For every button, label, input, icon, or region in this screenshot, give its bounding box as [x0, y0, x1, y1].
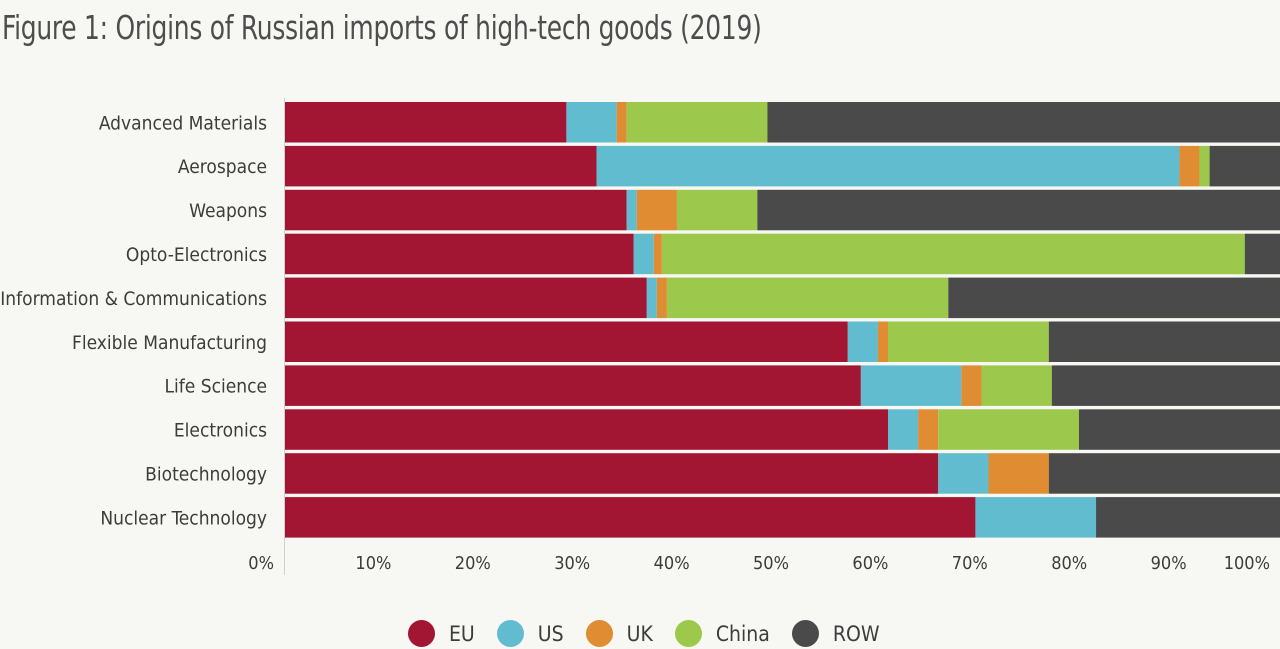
- bar-segment-us-4: [646, 277, 657, 319]
- bar-segment-uk-6: [961, 365, 982, 406]
- bar-segment-uk-5: [877, 321, 888, 362]
- legend-item-china: China: [674, 620, 770, 647]
- legend-swatch-china: [674, 620, 702, 647]
- x-tick-label: 90%: [1151, 553, 1187, 574]
- bar-segment-uk-8: [988, 453, 1049, 494]
- x-tick-label: 50%: [753, 553, 789, 574]
- bar-segment-row-4: [948, 277, 1280, 319]
- stacked-bar-chart: Advanced Materials Aerospace Weapons Opto-E…: [0, 98, 1280, 575]
- category-labels: Advanced Materials Aerospace Weapons Opto-E…: [0, 112, 267, 529]
- x-axis-ticks: 0% 10% 20% 30% 40% 50% 60% 70% 80% 90% 100%: [248, 553, 1270, 574]
- bar-segment-china-4: [666, 277, 949, 319]
- bar-segment-us-2: [626, 189, 637, 231]
- bar-segment-china-0: [626, 102, 768, 143]
- legend-label: US: [537, 621, 564, 646]
- legend-item-uk: UK: [585, 620, 653, 647]
- category-label: Opto-Electronics: [126, 244, 267, 266]
- bar-segment-us-8: [938, 453, 989, 494]
- bar-segment-china-5: [888, 321, 1049, 362]
- legend-label: China: [715, 621, 770, 646]
- bar-segment-us-0: [566, 102, 617, 143]
- bar-segment-eu-3: [285, 233, 634, 275]
- bar-segment-uk-2: [636, 189, 677, 231]
- bar-segment-row-8: [1048, 453, 1280, 494]
- bar-segment-uk-7: [918, 409, 939, 450]
- bar-segment-us-7: [888, 409, 919, 450]
- category-label: Advanced Materials: [99, 112, 267, 134]
- bar-segment-china-2: [676, 189, 758, 231]
- x-tick-label: 20%: [455, 553, 491, 574]
- legend: EU US UK China ROW: [408, 620, 902, 647]
- x-tick-label: 100%: [1224, 553, 1270, 574]
- bar-segment-us-6: [860, 365, 962, 406]
- bar-segment-row-3: [1244, 233, 1280, 275]
- bar-segment-china-3: [661, 233, 1245, 275]
- bar-segment-row-0: [767, 102, 1280, 143]
- bar-segment-eu-5: [285, 321, 848, 362]
- category-label: Aerospace: [178, 156, 267, 178]
- category-label: Nuclear Technology: [100, 507, 267, 529]
- category-label: Information & Communications: [0, 288, 267, 310]
- bar-segment-eu-6: [285, 365, 861, 406]
- x-tick-label: 80%: [1051, 553, 1087, 574]
- legend-label: EU: [449, 621, 475, 646]
- bar-segment-uk-3: [653, 233, 662, 275]
- bar-segment-eu-0: [285, 102, 567, 143]
- bar-segment-us-3: [633, 233, 654, 275]
- bar-segment-eu-8: [285, 453, 939, 494]
- bar-segment-row-7: [1078, 409, 1280, 450]
- bar-segment-eu-4: [285, 277, 647, 319]
- category-label: Electronics: [174, 420, 267, 442]
- bar-segment-us-9: [975, 497, 1097, 538]
- bar-segment-us-1: [596, 145, 1180, 187]
- category-label: Life Science: [164, 376, 267, 398]
- bar-segment-china-7: [938, 409, 1079, 450]
- legend-swatch-row: [791, 620, 819, 647]
- category-label: Biotechnology: [145, 463, 267, 485]
- bar-segment-uk-1: [1179, 145, 1200, 187]
- bar-segment-row-2: [757, 189, 1280, 231]
- x-tick-label: 10%: [355, 553, 391, 574]
- bar-area: [285, 102, 1280, 538]
- bar-segment-eu-2: [285, 189, 627, 231]
- legend-label: UK: [626, 621, 653, 646]
- x-tick-label: 30%: [554, 553, 590, 574]
- chart-title: Figure 1: Origins of Russian imports of …: [2, 8, 762, 47]
- legend-swatch-uk: [585, 620, 613, 647]
- bar-segment-eu-9: [285, 497, 976, 538]
- bar-segment-eu-7: [285, 409, 888, 450]
- x-tick-label: 60%: [852, 553, 888, 574]
- legend-label: ROW: [832, 621, 880, 646]
- bar-segment-row-1: [1209, 145, 1280, 187]
- legend-swatch-eu: [408, 620, 435, 647]
- bar-segment-china-1: [1199, 145, 1210, 187]
- bar-segment-china-6: [981, 365, 1052, 406]
- legend-item-us: US: [496, 620, 564, 647]
- legend-item-eu: EU: [408, 620, 475, 647]
- legend-item-row: ROW: [791, 620, 880, 647]
- x-tick-label: 70%: [952, 553, 988, 574]
- bar-segment-uk-0: [616, 102, 627, 143]
- bar-segment-uk-4: [656, 277, 667, 319]
- bar-segment-us-5: [847, 321, 878, 362]
- bar-segment-eu-1: [285, 145, 597, 187]
- x-tick-label: 0%: [248, 553, 274, 574]
- bar-segment-row-5: [1048, 321, 1280, 362]
- category-label: Flexible Manufacturing: [72, 332, 267, 354]
- category-label: Weapons: [189, 200, 267, 222]
- bar-segment-row-6: [1051, 365, 1280, 406]
- bar-segment-row-9: [1096, 497, 1280, 538]
- x-tick-label: 40%: [654, 553, 690, 574]
- legend-swatch-us: [496, 620, 524, 647]
